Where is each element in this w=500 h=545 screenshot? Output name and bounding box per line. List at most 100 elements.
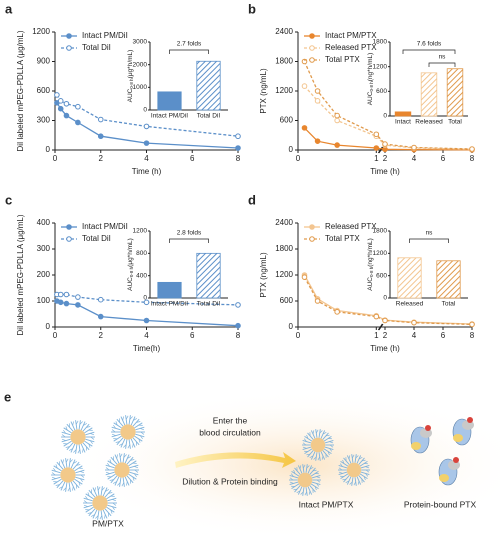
legend-marker — [309, 224, 315, 230]
chain — [126, 475, 134, 484]
chain — [310, 483, 319, 490]
chain — [135, 426, 145, 431]
annotation: ns — [439, 54, 447, 61]
chain — [300, 491, 304, 495]
chain — [75, 469, 85, 474]
label: Protein-bound PTX — [404, 499, 477, 509]
data-point — [75, 103, 81, 110]
chain — [309, 467, 316, 475]
x-tick-label: 1 — [374, 154, 379, 163]
chain — [69, 448, 73, 451]
y-tick-label: 1800 — [373, 39, 388, 46]
panel-letter: d — [248, 192, 256, 207]
x-tick-label: 8 — [236, 331, 241, 340]
chain — [83, 504, 93, 509]
chain — [72, 480, 80, 489]
x-tick-label: 6 — [190, 154, 195, 163]
y-axis-label: AUC0-8 h(μg*h/mL) — [127, 238, 134, 291]
chain — [289, 475, 299, 479]
chain — [119, 453, 123, 458]
chain — [65, 458, 69, 463]
chain — [88, 443, 91, 448]
data-point — [63, 291, 70, 298]
data-point — [54, 92, 60, 98]
chain — [92, 487, 98, 497]
chain — [97, 486, 100, 496]
data-point — [57, 105, 64, 112]
chain — [136, 421, 141, 423]
chain — [304, 491, 308, 496]
x-tick-label: 2 — [383, 154, 388, 163]
chain — [87, 512, 92, 514]
chain — [115, 441, 120, 443]
chain — [356, 476, 362, 485]
chain — [61, 438, 71, 443]
chain — [120, 416, 126, 426]
y-tick-label: 300 — [37, 244, 51, 253]
annotation: 7.6 folds — [417, 41, 442, 48]
x-tick-label: 4 — [144, 331, 149, 340]
chain — [133, 473, 137, 478]
data-point — [63, 300, 70, 307]
chain — [310, 470, 319, 477]
chain — [60, 459, 66, 469]
chain — [360, 465, 370, 469]
data-point — [75, 119, 81, 126]
chain — [55, 484, 60, 486]
arrow-text: Dilution & Protein binding — [182, 476, 278, 486]
chain — [133, 418, 137, 421]
x-tick-label: 8 — [470, 331, 475, 340]
y-tick-label: 300 — [37, 116, 51, 125]
chain — [75, 476, 85, 481]
y-tick-label: 2400 — [275, 218, 293, 227]
chain — [324, 440, 334, 444]
chain — [320, 451, 326, 460]
y-tick-label: 0 — [143, 107, 147, 114]
chain — [108, 492, 113, 494]
chain — [80, 471, 85, 474]
chain — [122, 416, 124, 421]
chain — [125, 415, 129, 420]
chain — [104, 489, 112, 498]
y-tick-label: 0 — [383, 295, 387, 302]
chain — [119, 443, 123, 446]
legend-label: Total DiI — [82, 234, 111, 243]
y-tick-label: 600 — [376, 88, 387, 95]
panel-letter: e — [4, 389, 11, 404]
y-tick-label: 1200 — [373, 250, 388, 257]
chain — [78, 444, 81, 454]
x-tick-label: Intact — [395, 119, 411, 126]
axis-break — [378, 146, 384, 154]
y-tick-label: 900 — [37, 57, 51, 66]
chain — [127, 444, 131, 449]
chain — [358, 475, 365, 483]
legend-marker — [309, 33, 315, 39]
drug — [425, 425, 431, 431]
data-point — [97, 296, 104, 303]
chain — [302, 464, 305, 473]
chain — [72, 486, 74, 491]
y-axis-label: PTX (ng/mL) — [259, 68, 268, 114]
y-axis-label: PTX (ng/mL) — [259, 252, 268, 298]
y-label-unit: (ng*h/mL) — [367, 53, 374, 82]
y-tick-label: 600 — [280, 296, 294, 305]
chain — [124, 476, 130, 486]
chain — [82, 442, 90, 451]
chain — [345, 480, 350, 484]
chain — [319, 430, 323, 434]
chain — [97, 510, 100, 520]
chain — [85, 506, 94, 513]
chain — [129, 471, 139, 476]
chain — [303, 438, 307, 442]
x-tick-label: Intact PM/DiI — [151, 113, 188, 120]
chain — [340, 473, 349, 480]
axis-break — [378, 323, 384, 331]
chain — [90, 436, 95, 440]
y-tick-label: 400 — [136, 272, 147, 279]
y-tick-label: 0 — [289, 145, 294, 154]
chain — [313, 456, 317, 460]
chain — [59, 486, 63, 489]
chain — [316, 476, 321, 479]
chain — [111, 429, 116, 433]
chain — [351, 454, 354, 463]
